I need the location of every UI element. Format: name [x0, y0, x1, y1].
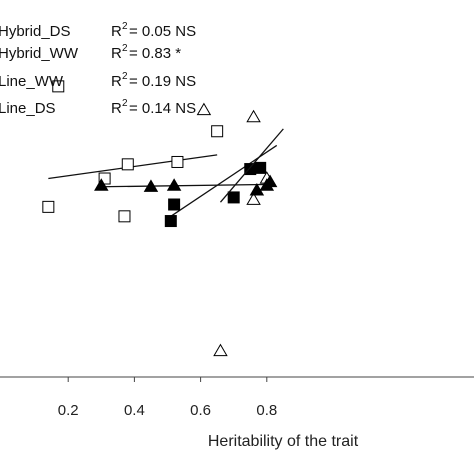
legend-r2-value: = 0.19 NS [129, 73, 196, 90]
data-point-open-triangle [246, 192, 261, 205]
legend-r2-label: R [111, 100, 122, 117]
data-point-open-square [211, 125, 224, 138]
plot-area [42, 80, 284, 357]
legend-r2-superscript: 2 [122, 71, 128, 82]
legend-r2-superscript: 2 [122, 98, 128, 109]
legend-entry: Hybrid_DS R 2 = 0.05 NS [0, 21, 196, 40]
data-point-open-square [52, 80, 65, 93]
data-point-open-triangle [213, 343, 228, 357]
x-tick-label: 0.6 [190, 402, 211, 419]
data-point-filled-triangle [249, 182, 265, 196]
data-point-open-square [171, 155, 184, 168]
legend-r2-superscript: 2 [122, 21, 128, 32]
legend-r2-superscript: 2 [122, 43, 128, 54]
x-tick-label: 0.2 [58, 402, 79, 419]
legend-series-label: Hybrid_DS [0, 23, 71, 40]
data-point-filled-triangle [262, 174, 278, 188]
legend-r2-label: R [111, 45, 122, 62]
data-point-open-triangle [246, 109, 261, 123]
legend-r2-label: R [111, 23, 122, 40]
legend-entry: Line_WW R 2 = 0.19 NS [0, 71, 196, 90]
series-open-triangle [196, 102, 284, 357]
data-point-filled-square [254, 161, 267, 174]
legend-r2-value: = 0.14 NS [129, 100, 196, 117]
legend-series-label: Line_WW [0, 73, 64, 90]
data-point-filled-square [164, 215, 177, 228]
legend-r2-value: = 0.05 NS [129, 23, 196, 40]
data-point-open-square [118, 210, 131, 223]
legend-r2-value: = 0.83 * [129, 45, 181, 62]
legend-entry: Hybrid_WW R 2 = 0.83 * [0, 43, 181, 62]
trend-line-filled-triangle [101, 183, 271, 188]
data-point-open-square [121, 158, 134, 171]
trend-line-open-triangle [219, 128, 284, 203]
data-point-filled-triangle [143, 179, 159, 192]
data-point-open-square [42, 200, 55, 213]
legend-series-label: Line_DS [0, 100, 56, 117]
data-point-open-triangle [196, 102, 212, 116]
data-point-filled-square [168, 198, 181, 211]
series-filled-triangle [94, 174, 278, 196]
x-tick-label: 0.4 [124, 402, 145, 419]
x-axis-title: Heritability of the trait [208, 433, 359, 450]
data-point-filled-triangle [94, 178, 109, 191]
legend-series-label: Hybrid_WW [0, 45, 79, 62]
x-tick-label: 0.8 [256, 402, 277, 419]
legend-entry: Line_DS R 2 = 0.14 NS [0, 98, 196, 117]
legend-r2-label: R [111, 73, 122, 90]
series-open-square [42, 80, 224, 223]
x-axis: 0.2 0.4 0.6 0.8 [0, 376, 474, 419]
data-point-filled-triangle [166, 178, 182, 191]
data-point-filled-square [227, 191, 240, 204]
